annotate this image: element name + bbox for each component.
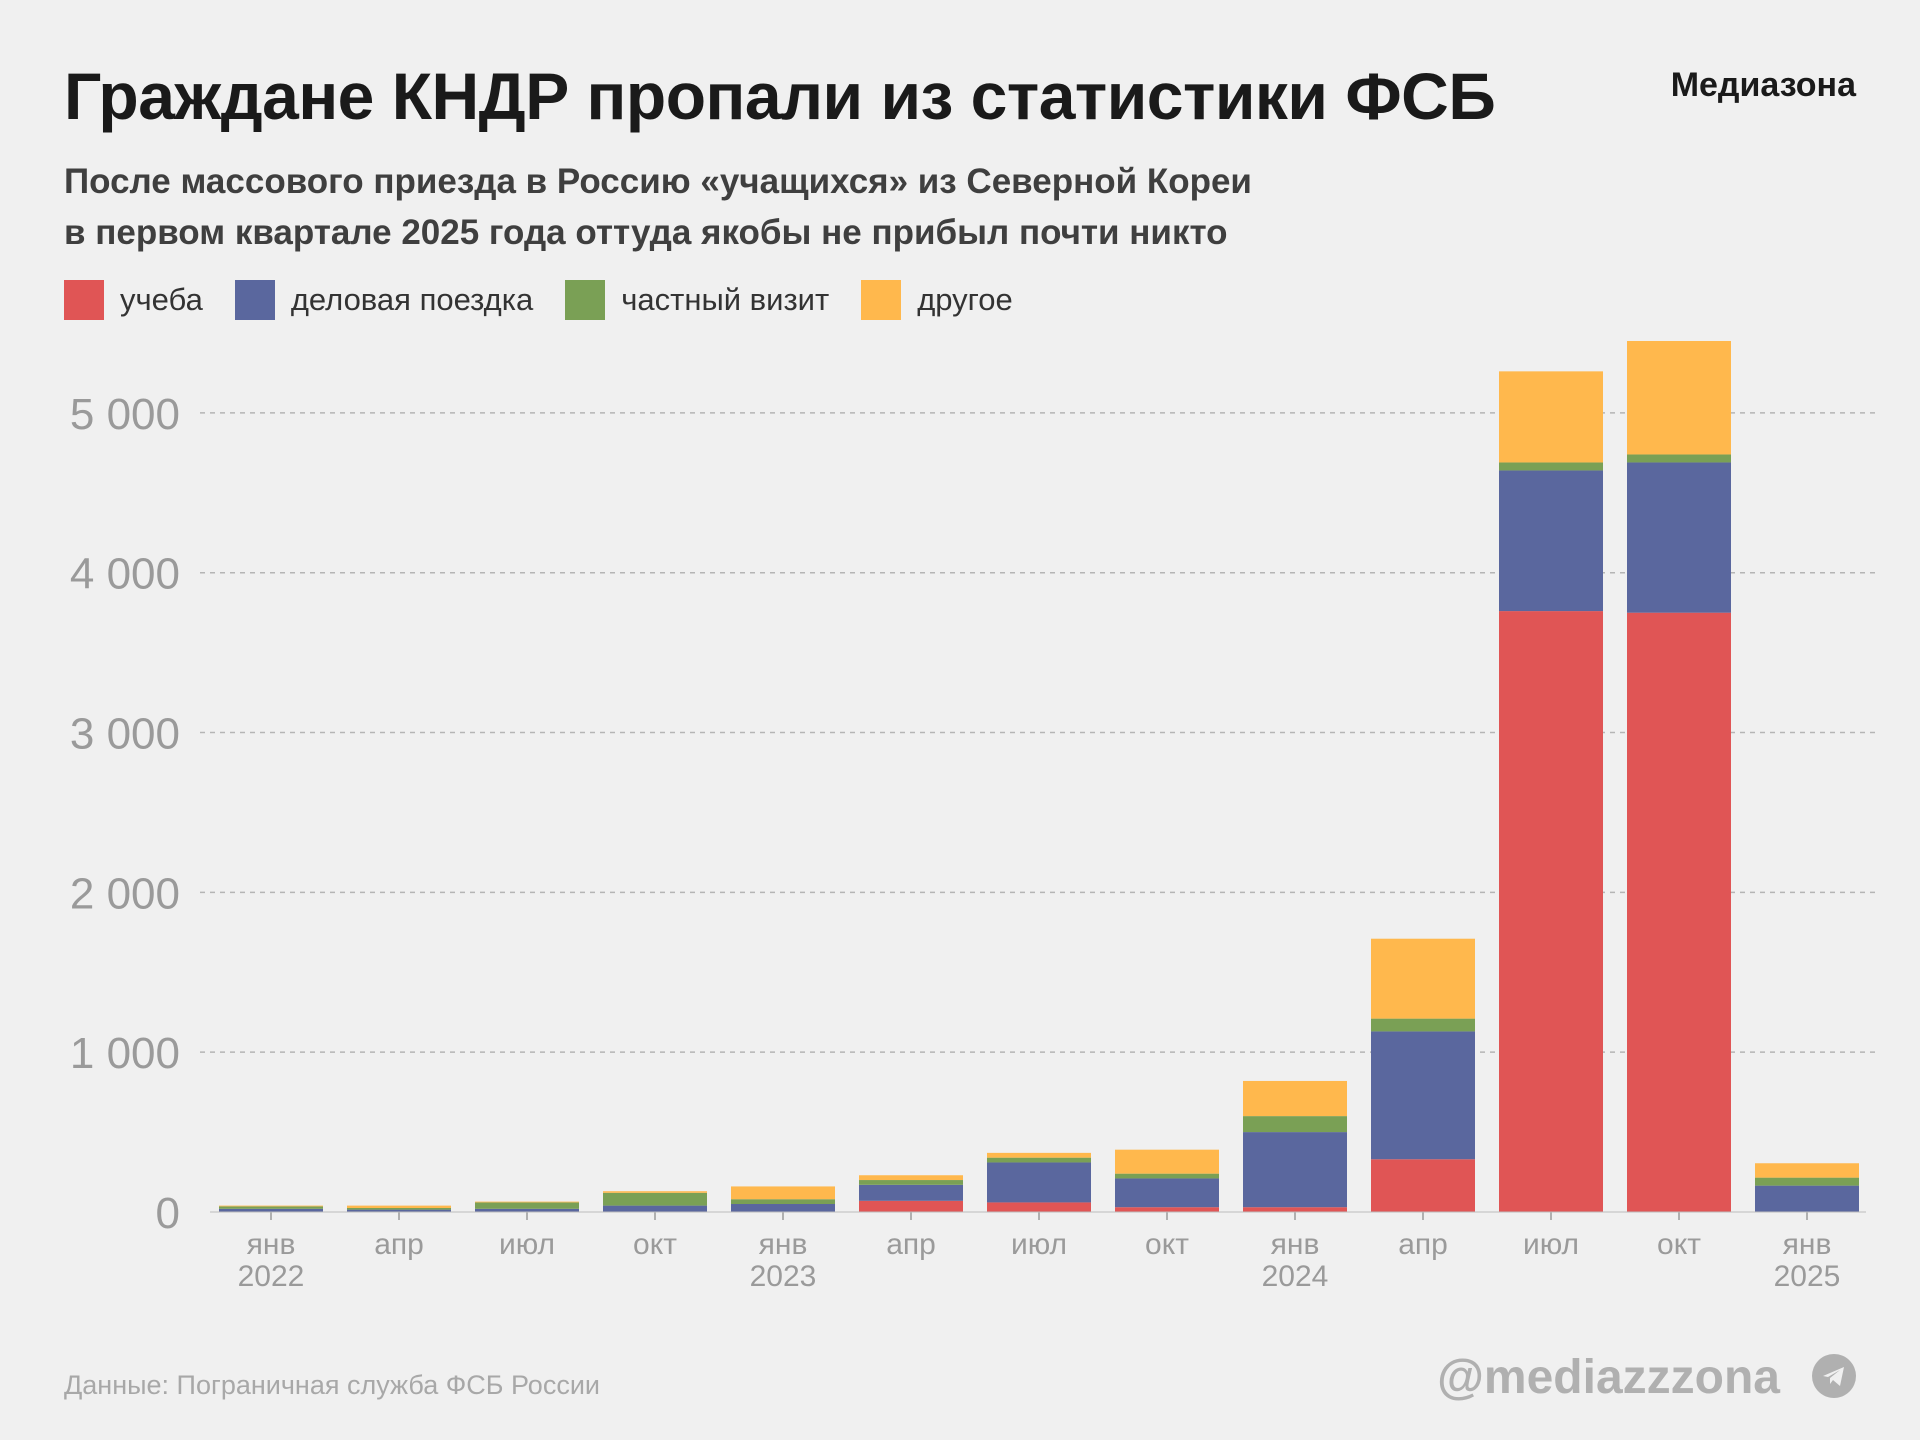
bar-segment [1755,1163,1859,1178]
subtitle-line-1: После массового приезда в Россию «учащих… [64,162,1252,201]
bar-segment [1755,1185,1859,1212]
x-tick-label: янв [1271,1228,1320,1261]
x-tick-label: окт [633,1228,677,1261]
legend-item-study: учеба [64,280,203,320]
bar-segment [603,1191,707,1193]
bar-segment [987,1157,1091,1163]
legend-swatch-other [861,280,902,320]
bar-segment [859,1200,963,1212]
bar-segment [1499,611,1603,1212]
x-tick-label: окт [1657,1228,1701,1261]
bar-segment [219,1206,323,1209]
y-tick-label: 5 000 [70,390,180,439]
legend-item-private: частный визит [565,280,829,320]
legend-swatch-private [565,280,606,320]
legend-item-other: другое [861,280,1013,320]
bar-segment [347,1208,451,1210]
bar-segment [1627,454,1731,463]
x-tick-label: янв [247,1228,296,1261]
bar-segment [475,1202,579,1209]
bar-segment [731,1199,835,1205]
y-tick-label: 3 000 [70,710,180,759]
bar-segment [1371,1031,1475,1160]
bar-segment [1243,1132,1347,1208]
bar-segment [731,1186,835,1200]
bar-segment [1499,470,1603,612]
bar-segment [987,1152,1091,1158]
x-tick-label: апр [886,1228,936,1261]
bar-segment [1243,1207,1347,1212]
social-handle[interactable]: @mediazzzona [1437,1351,1780,1404]
bar-segment [347,1205,451,1209]
legend-label-other: другое [917,282,1013,317]
legend-label-business: деловая поездка [290,282,534,317]
y-tick-label: 0 [156,1189,180,1238]
x-tick-label: янв [1783,1228,1832,1261]
bar-segment [1115,1149,1219,1174]
bar-segment [219,1208,323,1212]
x-tick-label: июл [499,1228,555,1261]
x-tick-label: окт [1145,1228,1189,1261]
bar-segment [1627,612,1731,1212]
y-tick-label: 2 000 [70,869,180,918]
bar-segment [603,1192,707,1206]
bar-segment [347,1209,451,1212]
bar-segment [1499,462,1603,471]
bar-segment [859,1180,963,1185]
y-tick-label: 1 000 [70,1029,180,1078]
bar-segment [1499,371,1603,463]
x-tick-label: 2025 [1774,1260,1841,1293]
bar-segment [1115,1173,1219,1179]
x-tick-label: июл [1011,1228,1067,1261]
legend-label-study: учеба [120,282,203,317]
x-tick-label: апр [1398,1228,1448,1261]
x-tick-label: июл [1523,1228,1579,1261]
bar-segment [603,1205,707,1212]
bar-segment [1627,340,1731,455]
legend-label-private: частный визит [621,282,830,317]
telegram-icon-glyph [1823,1367,1844,1386]
bar-segment [987,1162,1091,1203]
bar-segment [1371,938,1475,1019]
legend-swatch-study [64,280,104,320]
bar-segment [219,1205,323,1207]
x-tick-label: 2023 [750,1260,817,1293]
chart-subtitle: После массового приезда в Россию «учащих… [64,156,1252,259]
chart-title: Граждане КНДР пропали из статистики ФСБ [64,59,1496,133]
bar-segment [731,1204,835,1212]
bar-segment [475,1208,579,1212]
bar-segment [1243,1116,1347,1133]
subtitle-line-2: в первом квартале 2025 года оттуда якобы… [64,213,1228,253]
x-tick-label: янв [759,1228,808,1261]
bar-segment [1755,1177,1859,1186]
bar-segment [1371,1018,1475,1032]
x-tick-label: 2024 [1262,1260,1329,1293]
bar-segment [859,1175,963,1181]
legend: учеба деловая поездка частный визит друг… [64,280,1045,320]
bar-segment [1115,1207,1219,1212]
bar-segment [987,1202,1091,1212]
y-tick-label: 4 000 [70,550,180,599]
source-note: Данные: Пограничная служба ФСБ России [64,1370,600,1400]
x-tick-label: 2022 [238,1260,305,1293]
bar-segment [1115,1178,1219,1208]
bar-segment [1243,1080,1347,1117]
legend-swatch-business [234,280,275,320]
brand-logo: Медиазона [1670,66,1856,104]
bar-segment [859,1184,963,1201]
bar-segment [1371,1159,1475,1212]
x-tick-label: апр [374,1228,424,1261]
telegram-icon[interactable] [1812,1354,1856,1398]
legend-item-business: деловая поездка [234,280,534,320]
bar-segment [475,1201,579,1203]
bar-segment [1627,462,1731,613]
